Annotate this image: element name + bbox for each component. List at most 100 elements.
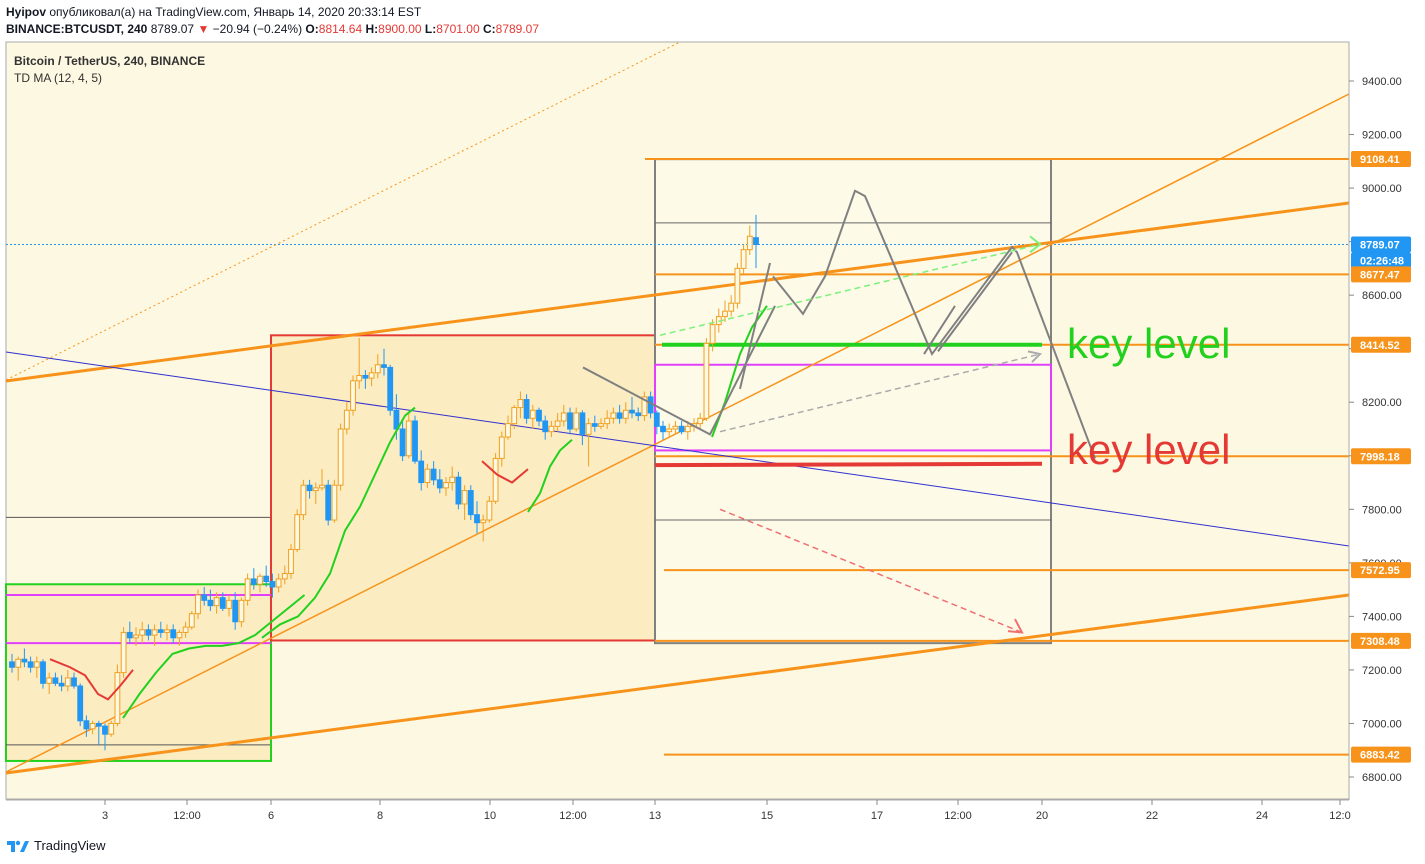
candle[interactable] (436, 469, 443, 494)
candle[interactable] (263, 565, 270, 587)
candle[interactable] (443, 477, 449, 496)
candle[interactable] (740, 244, 747, 274)
rising-trendline[interactable] (5, 93, 1350, 773)
candle[interactable] (15, 656, 22, 681)
candle[interactable] (722, 300, 728, 322)
candle[interactable] (139, 621, 146, 644)
td-ma-green[interactable] (527, 438, 573, 513)
candle[interactable] (46, 672, 53, 695)
candle[interactable] (486, 495, 493, 523)
candle[interactable] (269, 573, 276, 598)
candle[interactable] (201, 586, 208, 606)
candle[interactable] (560, 404, 567, 427)
price-label-badge[interactable] (1351, 746, 1411, 763)
candle[interactable] (362, 370, 369, 389)
lower-channel-trendline[interactable] (5, 593, 1350, 775)
candle[interactable] (244, 573, 251, 606)
td-ma-green[interactable] (122, 594, 306, 719)
candle[interactable] (176, 629, 183, 646)
candle[interactable] (325, 479, 332, 526)
candle[interactable] (306, 479, 313, 499)
candle[interactable] (548, 420, 555, 438)
arrow-head[interactable] (1029, 235, 1042, 254)
candle[interactable] (238, 597, 245, 628)
red-key-level-line[interactable] (654, 461, 1043, 468)
candle[interactable] (27, 656, 34, 673)
candle[interactable] (71, 672, 77, 689)
candle[interactable] (312, 482, 319, 504)
candle[interactable] (343, 402, 350, 435)
candle[interactable] (157, 621, 164, 638)
td-ma-red[interactable] (49, 658, 134, 701)
candle[interactable] (467, 485, 474, 521)
candle[interactable] (573, 407, 580, 432)
candle[interactable] (666, 423, 673, 438)
projection-box[interactable] (654, 158, 1052, 645)
candle[interactable] (635, 407, 642, 421)
candle[interactable] (505, 415, 511, 440)
author-name[interactable]: Hyipov (6, 5, 47, 19)
candle[interactable] (387, 364, 394, 416)
candle[interactable] (281, 565, 288, 585)
price-label-badge[interactable] (1351, 562, 1411, 579)
candle[interactable] (517, 391, 524, 419)
candle[interactable] (108, 720, 115, 737)
candle[interactable] (368, 367, 375, 387)
candle[interactable] (374, 354, 381, 379)
candle[interactable] (188, 611, 195, 630)
upper-channel-trendline[interactable] (5, 201, 1350, 383)
arrow-head[interactable] (1027, 350, 1042, 363)
candle[interactable] (207, 589, 214, 612)
candle[interactable] (591, 415, 598, 432)
candle[interactable] (64, 669, 71, 692)
candle[interactable] (213, 592, 220, 614)
green-range-box[interactable] (5, 583, 272, 762)
price-label-badge[interactable] (1351, 151, 1411, 168)
candle[interactable] (52, 672, 59, 686)
td-ma-green[interactable] (261, 406, 416, 639)
candle[interactable] (350, 375, 356, 416)
candle[interactable] (399, 420, 406, 462)
candle[interactable] (250, 568, 257, 590)
candle[interactable] (672, 420, 679, 435)
candle[interactable] (83, 715, 90, 737)
candle[interactable] (536, 407, 542, 427)
projection-path-arrow[interactable] (739, 262, 771, 390)
candle[interactable] (746, 225, 753, 255)
candle[interactable] (257, 573, 263, 593)
projection-dashed-arrow[interactable] (659, 243, 1041, 337)
candle[interactable] (164, 624, 170, 641)
candle[interactable] (195, 589, 201, 620)
candle[interactable] (598, 418, 604, 429)
candle[interactable] (734, 263, 741, 309)
candle[interactable] (703, 337, 710, 421)
candle[interactable] (529, 404, 536, 429)
x-axis[interactable]: 3 12:00 6 8 10 12:00 13 15 17 12:00 20 22 24 12:0 (6, 799, 1351, 822)
candle[interactable] (275, 573, 282, 593)
candle[interactable] (430, 461, 437, 486)
candle[interactable] (474, 501, 480, 534)
candle[interactable] (697, 412, 704, 429)
candle[interactable] (381, 348, 387, 376)
price-label-badge[interactable] (1351, 266, 1411, 283)
candle[interactable] (126, 621, 133, 644)
candle[interactable] (542, 415, 549, 440)
price-label-badge[interactable] (1351, 632, 1411, 649)
candle[interactable] (653, 410, 660, 435)
candle[interactable] (616, 404, 623, 424)
candle[interactable] (294, 509, 301, 553)
candle[interactable] (356, 337, 363, 389)
candle[interactable] (300, 479, 307, 521)
candle[interactable] (170, 624, 177, 644)
candle[interactable] (629, 396, 635, 419)
magenta-range-box[interactable] (654, 363, 1052, 452)
candle[interactable] (219, 592, 226, 612)
candle[interactable] (449, 466, 456, 491)
candle[interactable] (114, 664, 121, 727)
candle[interactable] (461, 485, 468, 521)
projection-dashed-arrow[interactable] (719, 353, 1041, 433)
candle[interactable] (418, 450, 425, 491)
candle[interactable] (182, 621, 189, 638)
candle[interactable] (753, 214, 759, 269)
